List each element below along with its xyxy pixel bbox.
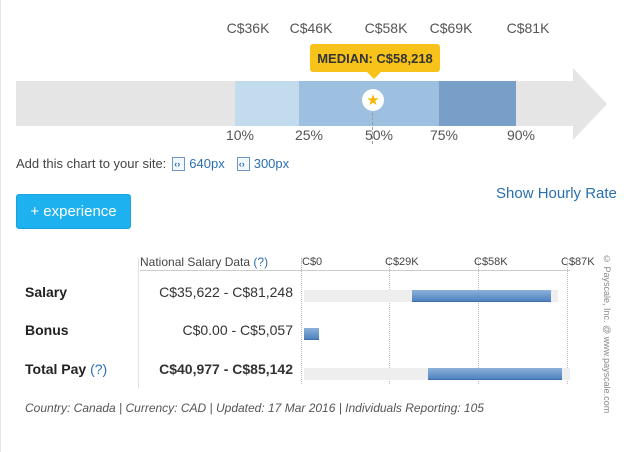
scale-tick-58k: C$58K — [474, 256, 508, 268]
band-10-25 — [235, 81, 299, 126]
range-arrow-icon — [573, 68, 607, 140]
median-tooltip: MEDIAN: C$58,218 — [310, 44, 440, 79]
embed-code-icon — [236, 156, 250, 171]
bonus-range-value: C$0.00 - C$5,057 — [182, 322, 293, 338]
amount-label-25th: C$46K — [289, 20, 333, 36]
left-border — [0, 0, 1, 452]
embed-code-icon — [172, 156, 186, 171]
column-header-label: National Salary Data — [140, 255, 251, 269]
band-25-50 — [299, 81, 373, 126]
percentile-label-90: 90% — [506, 127, 536, 143]
add-experience-button[interactable]: + experience — [16, 194, 131, 229]
embed-640-label: 640px — [189, 156, 225, 171]
embed-label: Add this chart to your site: — [16, 156, 167, 171]
amount-label-75th: C$69K — [429, 20, 473, 36]
salary-range-value: C$35,622 - C$81,248 — [159, 284, 293, 300]
total-pay-help-link[interactable]: (?) — [90, 361, 108, 377]
amount-label-50th: C$58K — [364, 20, 408, 36]
scale-tick-0: C$0 — [302, 256, 323, 268]
amount-label-90th: C$81K — [506, 20, 550, 36]
total-pay-range-bar — [428, 368, 563, 380]
row-label-bonus: Bonus — [25, 322, 69, 338]
scale-gridline — [567, 258, 568, 384]
copyright-notice: © Payscale, Inc. @ www.payscale.com — [602, 254, 612, 414]
bonus-range-bar — [304, 328, 320, 340]
scale-tick-29k: C$29K — [385, 256, 419, 268]
row-label-total-pay: Total Pay (?) — [25, 361, 108, 377]
percentile-label-50: 50% — [364, 127, 394, 143]
median-marker-line — [372, 108, 373, 144]
show-hourly-rate-link[interactable]: Show Hourly Rate — [496, 185, 617, 202]
total-pay-bar-track — [304, 368, 570, 380]
percentile-label-10: 10% — [225, 127, 255, 143]
scale-tick-87k: C$87K — [561, 256, 595, 268]
data-source-footer: Country: Canada | Currency: CAD | Update… — [25, 401, 484, 415]
row-label-salary: Salary — [25, 284, 68, 300]
amount-label-10th: C$36K — [226, 20, 270, 36]
embed-640-link[interactable]: 640px — [172, 156, 225, 171]
embed-300-label: 300px — [253, 156, 290, 171]
column-header-help-link[interactable]: (?) — [253, 255, 269, 269]
band-50-75 — [373, 81, 439, 126]
bonus-bar-track — [304, 328, 320, 340]
embed-300-link[interactable]: 300px — [236, 156, 290, 171]
column-divider — [138, 258, 139, 388]
scale-gridline — [478, 258, 479, 384]
median-star-icon: ★ — [362, 89, 384, 111]
band-75-90 — [439, 81, 516, 126]
table-header-divider — [140, 270, 570, 271]
percentile-label-75: 75% — [429, 127, 459, 143]
percentile-label-25: 25% — [294, 127, 324, 143]
scale-gridline — [301, 258, 302, 384]
scale-gridline — [389, 258, 390, 384]
total-pay-range-value: C$40,977 - C$85,142 — [159, 361, 293, 377]
embed-chart-row: Add this chart to your site: 640px 300px — [16, 156, 289, 171]
salary-range-bar — [412, 290, 551, 302]
salary-bar-track — [304, 290, 558, 302]
national-salary-data-header: National Salary Data (?) — [140, 255, 268, 269]
